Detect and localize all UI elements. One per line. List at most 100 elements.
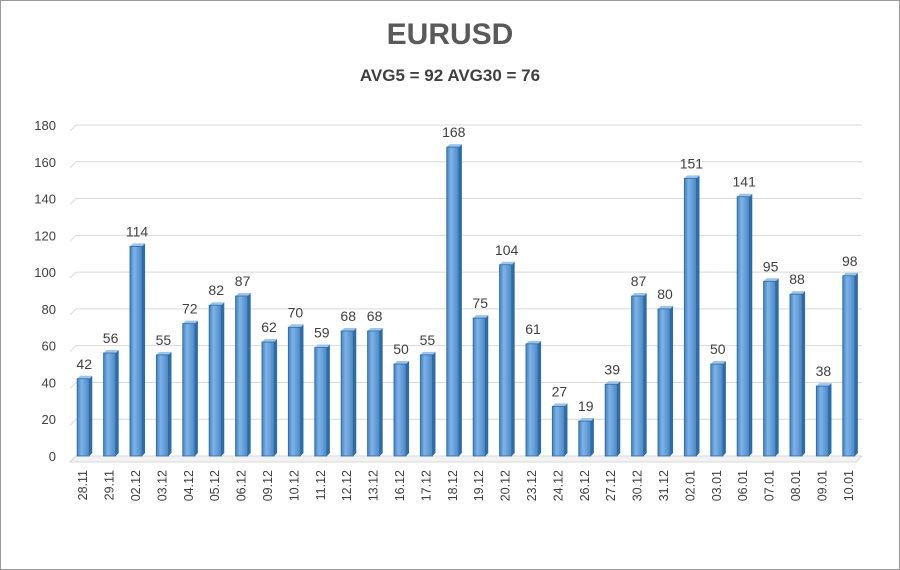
bar-top — [367, 327, 383, 331]
x-category-label: 13.12 — [367, 470, 381, 501]
y-tick-label: 20 — [42, 412, 56, 427]
bar — [551, 405, 565, 457]
bar-top — [446, 144, 462, 148]
bar — [472, 317, 486, 457]
bar-side — [432, 351, 436, 456]
x-category-label: 02.12 — [129, 470, 143, 501]
bar — [446, 146, 460, 457]
x-category-label: 27.12 — [604, 470, 618, 501]
gridline — [69, 308, 862, 316]
x-category-label: 17.12 — [419, 470, 433, 501]
bar-top — [525, 340, 542, 344]
bar-side — [485, 315, 489, 456]
bar-top — [393, 361, 410, 365]
bar — [129, 245, 143, 457]
x-category-label: 29.11 — [103, 470, 117, 500]
data-label: 55 — [156, 332, 172, 348]
bar-side — [828, 383, 832, 456]
bar-top — [763, 278, 779, 282]
bars — [76, 144, 858, 457]
bar — [155, 354, 169, 457]
gridline — [69, 271, 862, 279]
bar-side — [802, 291, 806, 456]
bar-top — [684, 175, 700, 179]
data-label: 72 — [182, 301, 198, 317]
data-label: 98 — [842, 253, 858, 269]
chart-title: EURUSD — [386, 18, 514, 51]
data-label: 82 — [208, 282, 224, 298]
bar-top — [341, 327, 357, 331]
bar-side — [511, 261, 515, 456]
bar-side — [89, 375, 93, 456]
bar — [393, 363, 407, 457]
bar-top — [288, 324, 304, 328]
bar-side — [353, 327, 357, 456]
bar — [683, 177, 697, 457]
x-category-label: 28.11 — [76, 470, 90, 500]
bar — [763, 280, 777, 457]
x-category-label: 06.01 — [736, 470, 750, 501]
bar-side — [670, 305, 674, 456]
bar-side — [115, 350, 119, 456]
bar-side — [458, 144, 462, 457]
x-category-label: 09.12 — [261, 470, 275, 501]
bar — [419, 354, 433, 457]
x-category-label: 04.12 — [182, 470, 196, 501]
bar-side — [775, 278, 779, 456]
x-category-label: 12.12 — [340, 470, 354, 501]
data-label: 95 — [763, 258, 779, 274]
bar-top — [737, 193, 753, 197]
y-tick-label: 60 — [42, 339, 56, 354]
y-tick-label: 160 — [34, 155, 56, 170]
x-category-label: 02.01 — [683, 470, 697, 501]
bar — [340, 330, 354, 457]
data-label: 55 — [420, 332, 436, 348]
bar-side — [590, 418, 594, 456]
bar-top — [156, 351, 172, 355]
bar — [604, 383, 618, 457]
bar-top — [578, 418, 594, 422]
x-category-label: 06.12 — [235, 470, 249, 501]
bar — [103, 352, 117, 457]
x-category-label: 03.12 — [155, 470, 169, 501]
x-category-label: 23.12 — [525, 470, 539, 501]
gridline — [69, 234, 862, 242]
bar — [657, 308, 671, 457]
bar-side — [538, 340, 542, 456]
y-tick-label: 80 — [42, 302, 56, 317]
chart-floor — [68, 455, 864, 463]
bar-side — [643, 293, 647, 456]
data-label: 104 — [495, 242, 519, 258]
x-category-label: 10.01 — [842, 470, 856, 501]
y-tick-label: 0 — [49, 449, 56, 464]
x-category-label: 26.12 — [578, 470, 592, 501]
data-label: 87 — [235, 273, 251, 289]
bar-side — [749, 193, 753, 456]
bar-side — [247, 293, 251, 456]
data-label: 68 — [367, 308, 383, 324]
bar-top — [129, 243, 146, 247]
bar-top — [420, 351, 436, 355]
bar — [578, 420, 592, 457]
y-tick-label: 120 — [34, 228, 56, 243]
gridlines — [68, 124, 864, 463]
bar — [367, 330, 381, 457]
chart-subtitle: AVG5 = 92 AVG30 = 76 — [359, 66, 541, 85]
bar-side — [406, 361, 410, 456]
bar-top — [209, 302, 225, 306]
bar-top — [103, 350, 119, 354]
bar-top — [235, 293, 251, 297]
bar — [261, 341, 275, 457]
bar-top — [314, 344, 330, 348]
gridline — [69, 161, 862, 169]
bar — [736, 196, 750, 457]
data-label: 38 — [816, 363, 832, 379]
x-category-label: 20.12 — [499, 470, 513, 501]
bar — [235, 295, 249, 457]
y-tick-label: 100 — [34, 265, 56, 280]
bar-side — [617, 381, 621, 456]
bar-top — [842, 272, 858, 276]
y-axis-ticks: 0 20 40 60 80 100 120 140 160 180 — [34, 118, 56, 464]
x-category-label: 16.12 — [393, 470, 407, 501]
bar-top — [789, 291, 806, 295]
